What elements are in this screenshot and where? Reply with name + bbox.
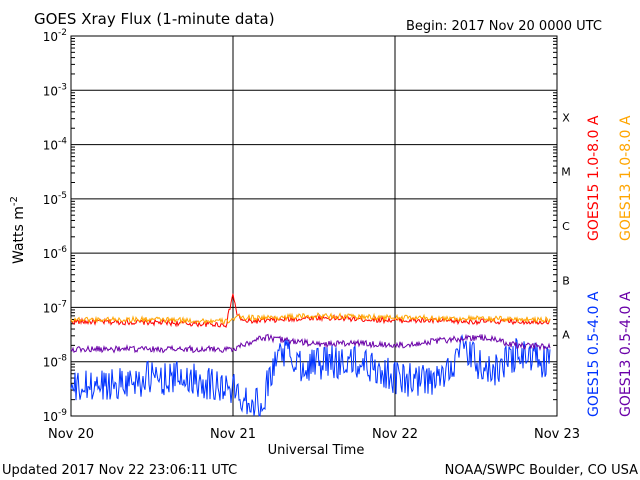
y-tick-base: 10 <box>43 139 58 153</box>
series-layer <box>70 293 551 417</box>
y-tick-exp: -5 <box>58 191 67 201</box>
legend-goes13-long: GOES13 1.0-8.0 A <box>618 115 634 241</box>
chart-title: GOES Xray Flux (1-minute data) <box>34 10 275 28</box>
y-tick-base: 10 <box>43 247 58 261</box>
legend-goes13-short: GOES13 0.5-4.0 A <box>618 291 634 417</box>
y-tick-exp: -8 <box>58 354 67 364</box>
y-tick-exp: -6 <box>58 245 67 255</box>
y-tick-base: 10 <box>43 301 58 315</box>
y-axis-label: Watts m-2 <box>9 196 27 264</box>
y-tick-label: 10-7 <box>43 299 67 315</box>
x-tick-labels: Nov 20 Nov 21 Nov 22 Nov 23 <box>48 427 580 442</box>
y-tick-labels: 10-210-310-410-510-610-710-810-9 <box>43 28 68 424</box>
x-tick-label: Nov 23 <box>534 427 580 442</box>
flare-class-b: B <box>562 274 570 287</box>
y-tick-exp: -2 <box>58 28 67 38</box>
flare-class-labels: X M C B A <box>561 111 571 341</box>
begin-time: Begin: 2017 Nov 20 0000 UTC <box>406 19 602 34</box>
y-tick-label: 10-9 <box>43 408 68 424</box>
y-tick-base: 10 <box>43 356 58 370</box>
y-axis-label-text: Watts m <box>11 206 27 264</box>
y-tick-label: 10-5 <box>43 191 67 207</box>
y-tick-label: 10-6 <box>43 245 68 261</box>
y-tick-label: 10-2 <box>43 28 67 44</box>
y-tick-base: 10 <box>43 84 58 98</box>
y-tick-label: 10-8 <box>43 354 68 370</box>
legend-goes15-short: GOES15 0.5-4.0 A <box>586 291 602 417</box>
y-tick-exp: -7 <box>58 299 67 309</box>
y-tick-base: 10 <box>43 410 58 424</box>
y-tick-base: 10 <box>43 193 58 207</box>
x-tick-label: Nov 22 <box>372 427 418 442</box>
series-line-1 <box>70 312 551 325</box>
y-tick-base: 10 <box>43 30 58 44</box>
x-tick-label: Nov 20 <box>48 427 94 442</box>
plot-frame <box>70 35 558 417</box>
y-axis-label-exp: -2 <box>9 196 20 206</box>
y-tick-label: 10-4 <box>43 137 68 153</box>
x-axis-label: Universal Time <box>268 443 365 458</box>
updated-timestamp: Updated 2017 Nov 22 23:06:11 UTC <box>2 463 237 478</box>
y-tick-exp: -9 <box>58 408 67 418</box>
flare-class-m: M <box>561 166 571 179</box>
y-tick-exp: -3 <box>58 82 67 92</box>
legend-goes15-long: GOES15 1.0-8.0 A <box>586 115 602 241</box>
flare-class-c: C <box>562 220 570 233</box>
y-tick-label: 10-3 <box>43 82 67 98</box>
credit-text: NOAA/SWPC Boulder, CO USA <box>445 463 638 478</box>
flare-class-a: A <box>562 329 570 342</box>
series-line-3 <box>70 333 551 354</box>
flare-class-x: X <box>562 111 570 124</box>
y-tick-exp: -4 <box>58 137 67 147</box>
x-tick-label: Nov 21 <box>210 427 256 442</box>
series-line-2 <box>70 333 551 417</box>
